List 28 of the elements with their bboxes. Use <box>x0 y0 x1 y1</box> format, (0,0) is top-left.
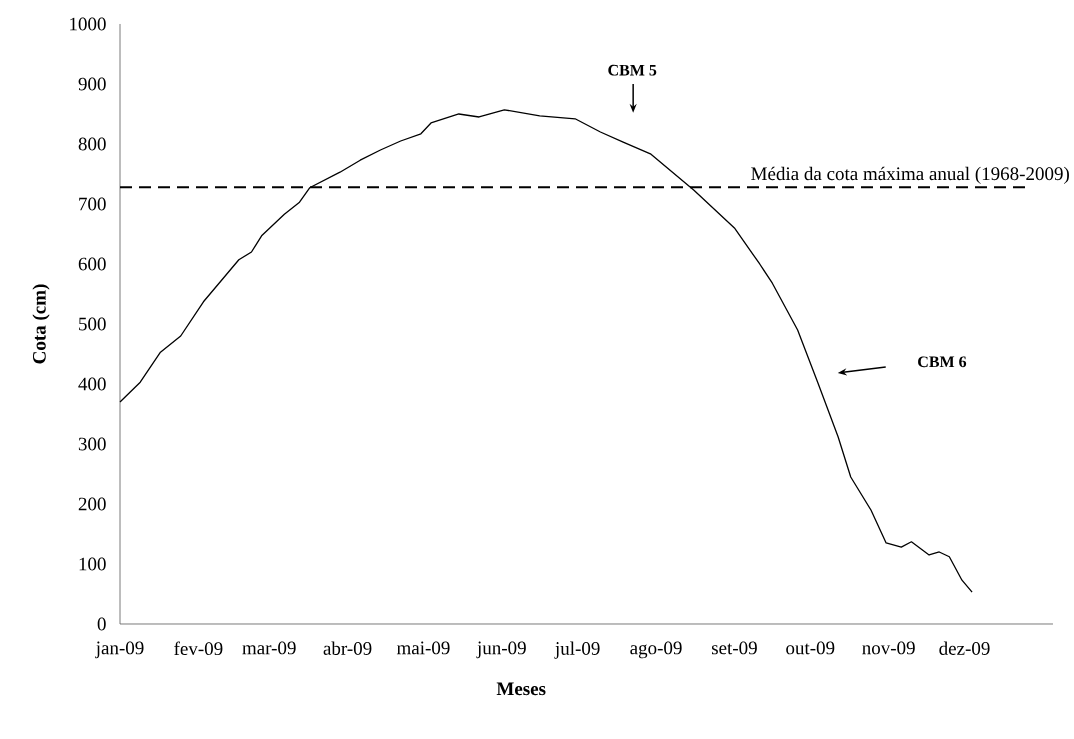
x-tick-label: out-09 <box>786 641 835 655</box>
x-tick-label: nov-09 <box>862 641 915 655</box>
y-tick-label: 600 <box>78 257 106 271</box>
annotation: CBM 6 <box>918 356 967 368</box>
y-axis-title: Cota (cm) <box>32 284 50 364</box>
x-tick-label: jul-09 <box>554 641 600 659</box>
x-tick-label: mai-09 <box>396 641 450 655</box>
x-tick-label: ago-09 <box>630 641 682 659</box>
x-tick-label: fev-09 <box>174 641 223 656</box>
x-tick-label: set-09 <box>711 641 757 655</box>
x-tick-label: mar-09 <box>242 641 296 655</box>
y-tick-label: 200 <box>78 497 106 511</box>
annotation: CBM 5 <box>608 64 657 76</box>
x-tick-label: dez-09 <box>939 641 990 655</box>
y-tick-label: 700 <box>79 197 106 211</box>
y-tick-label: 1000 <box>70 17 106 31</box>
y-tick-label: 800 <box>78 137 106 151</box>
y-tick-label: 300 <box>78 437 106 451</box>
y-tick-label: 500 <box>79 317 106 331</box>
x-tick-label: jun-09 <box>476 641 526 659</box>
ref-line-label: Média da cota máxima anual (1968-2009) <box>751 166 1069 184</box>
x-tick-label: jan-09 <box>95 641 144 659</box>
y-tick-label: 0 <box>97 617 106 631</box>
y-tick-label: 900 <box>78 77 106 91</box>
x-tick-label: abr-09 <box>323 641 372 655</box>
x-axis-title: Meses <box>496 682 546 696</box>
y-tick-label: 100 <box>79 557 106 571</box>
y-tick-label: 400 <box>78 377 106 391</box>
